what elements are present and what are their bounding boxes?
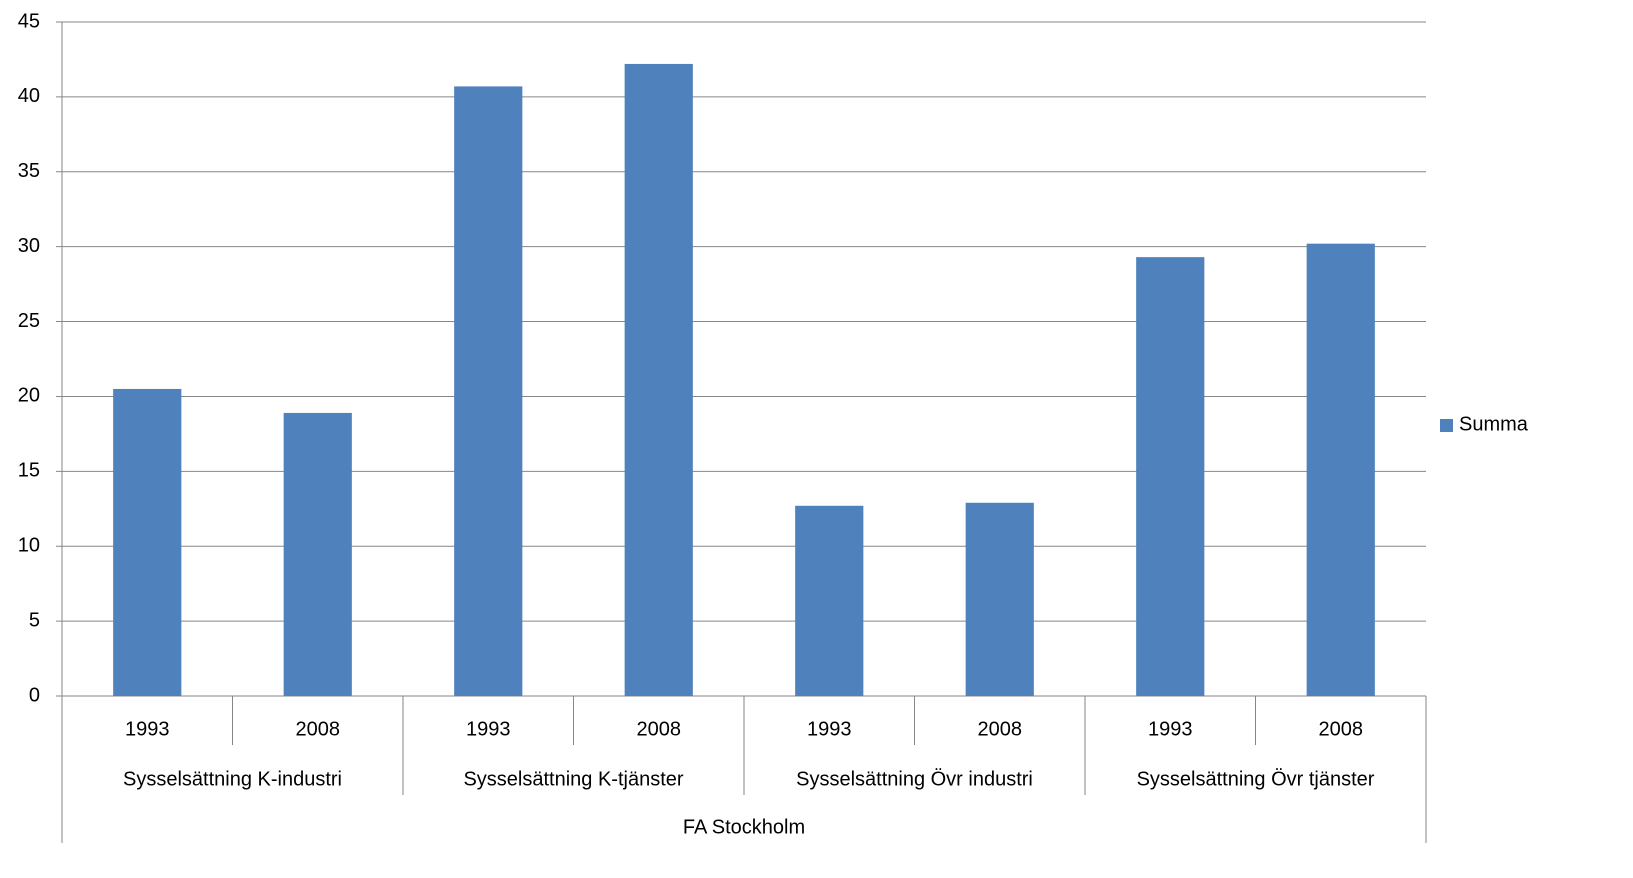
bar [454,86,523,697]
group-label: Sysselsättning Övr tjänster [1137,768,1375,790]
y-tick-label: 20 [18,385,40,407]
y-tick-label: 45 [18,10,40,32]
y-tick-label: 30 [18,235,40,257]
bar [795,505,864,696]
bar [624,63,693,696]
y-tick-label: 5 [29,609,40,631]
group-label: Sysselsättning K-tjänster [463,768,683,790]
x-tick-label: 1993 [1148,718,1193,740]
bar [113,388,182,696]
y-tick-label: 35 [18,160,40,182]
y-tick-label: 25 [18,310,40,332]
y-tick-label: 0 [29,684,40,706]
legend-label: Summa [1459,413,1529,435]
x-tick-label: 2008 [978,718,1023,740]
y-tick-label: 10 [18,535,40,557]
group-label: Sysselsättning Övr industri [796,768,1033,790]
x-tick-label: 1993 [466,718,511,740]
bar [965,502,1034,696]
x-tick-label: 1993 [807,718,852,740]
legend-swatch [1440,419,1453,432]
x-tick-label: 2008 [637,718,682,740]
supergroup-label: FA Stockholm [683,816,805,838]
y-tick-label: 40 [18,85,40,107]
group-label: Sysselsättning K-industri [123,768,342,790]
x-tick-label: 1993 [125,718,170,740]
x-tick-label: 2008 [1319,718,1364,740]
bar [283,412,352,696]
y-tick-label: 15 [18,460,40,482]
x-tick-label: 2008 [296,718,341,740]
bar [1136,257,1205,696]
bar [1306,243,1375,696]
